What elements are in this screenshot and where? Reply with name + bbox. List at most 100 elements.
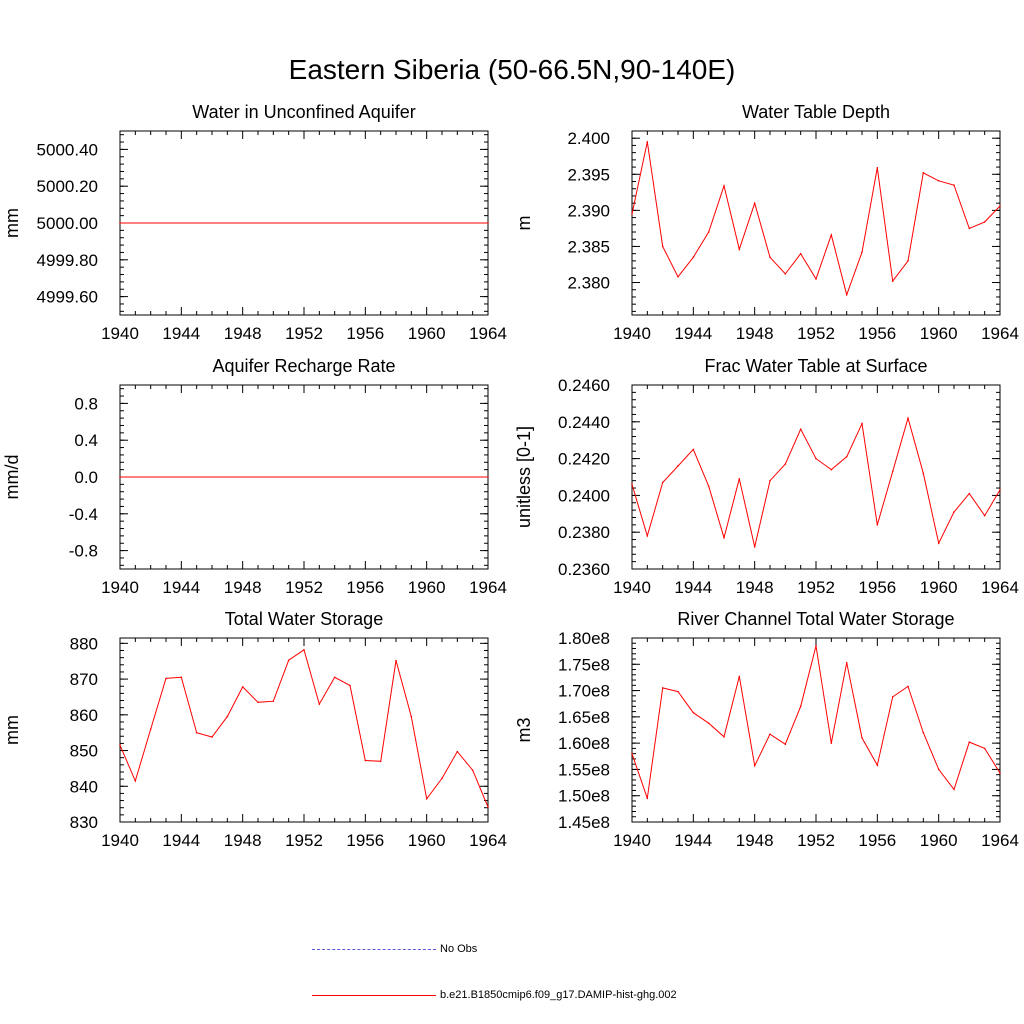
data-point	[677, 275, 679, 278]
x-tick-label: 1956	[858, 831, 896, 850]
x-tick-label: 1940	[101, 324, 139, 343]
y-tick-label: 0.4	[74, 431, 98, 450]
data-point	[165, 677, 167, 680]
data-point	[631, 213, 633, 215]
x-tick-label: 1956	[346, 578, 384, 597]
data-point	[983, 747, 986, 750]
y-tick-label: 1.65e8	[558, 708, 610, 727]
data-point	[953, 511, 955, 513]
y-tick-label: 5000.00	[37, 214, 98, 233]
y-tick-label: 1.45e8	[558, 813, 610, 832]
x-tick-label: 1956	[858, 324, 896, 343]
y-tick-label: 0.0	[74, 468, 98, 487]
y-tick-label: -0.8	[69, 542, 98, 561]
data-point	[692, 256, 695, 259]
data-point	[999, 772, 1001, 774]
x-tick-label: 1956	[346, 324, 384, 343]
chart-panel-5: Total Water Storage 1940 1944 1948 1952 1956 1…	[2, 609, 507, 850]
data-point	[425, 797, 428, 800]
data-point	[753, 764, 756, 767]
data-point	[830, 468, 833, 471]
panel-title: Water in Unconfined Aquifer	[192, 102, 415, 122]
data-point	[456, 750, 459, 753]
data-point	[119, 476, 121, 478]
y-axis-label: m3	[514, 717, 534, 742]
data-point	[349, 684, 351, 687]
chart-panel-2: Water Table Depth 1940 1944 1948 1952 1956 196…	[514, 102, 1019, 343]
data-point	[799, 252, 802, 255]
data-point	[937, 768, 940, 771]
x-tick-label: 1956	[858, 578, 896, 597]
data-point	[487, 222, 489, 224]
y-axis-label: m	[514, 216, 534, 231]
data-point	[769, 256, 771, 259]
data-point	[379, 760, 382, 763]
data-point	[272, 700, 275, 703]
x-tick-label: 1944	[674, 831, 712, 850]
y-tick-label: 1.80e8	[558, 629, 610, 648]
data-point	[769, 733, 771, 736]
plot-frame	[631, 384, 1001, 570]
y-tick-label: 830	[70, 813, 98, 832]
data-point	[907, 685, 909, 688]
data-point	[922, 172, 925, 174]
y-axis-label: mm	[2, 208, 22, 238]
data-point	[631, 752, 633, 755]
data-point	[769, 479, 771, 482]
y-tick-label: 1.70e8	[558, 682, 610, 701]
x-tick-label: 1944	[162, 324, 200, 343]
y-tick-label: 880	[70, 634, 98, 653]
data-point	[861, 737, 863, 739]
data-point	[876, 524, 879, 526]
x-tick-label: 1940	[101, 578, 139, 597]
y-tick-label: 1.50e8	[558, 787, 610, 806]
data-point	[876, 764, 879, 767]
series-line	[631, 416, 1001, 548]
x-tick-label: 1964	[981, 324, 1019, 343]
data-point	[661, 481, 664, 484]
y-tick-label: 1.75e8	[558, 655, 610, 674]
y-tick-label: -0.4	[69, 505, 98, 524]
data-point	[226, 715, 229, 718]
data-point	[287, 659, 290, 661]
data-point	[692, 711, 695, 714]
data-point	[241, 686, 244, 688]
y-tick-label: 2.380	[567, 274, 610, 293]
data-point	[815, 645, 817, 647]
main-title: Eastern Siberia (50-66.5N,90-140E)	[288, 54, 736, 85]
y-tick-label: 860	[70, 706, 98, 725]
data-point	[845, 661, 848, 664]
x-tick-label: 1964	[469, 578, 507, 597]
y-tick-label: 2.395	[567, 165, 610, 184]
data-point	[487, 476, 489, 478]
data-point	[707, 722, 710, 724]
y-tick-label: 4999.80	[37, 251, 98, 270]
data-point	[968, 227, 971, 230]
data-point	[861, 422, 863, 425]
data-point	[968, 492, 971, 495]
legend-obs: No Obs	[312, 943, 477, 955]
y-tick-label: 2.400	[567, 129, 610, 148]
data-point	[195, 731, 198, 734]
x-tick-label: 1952	[797, 578, 835, 597]
data-point	[677, 465, 679, 467]
data-point	[631, 483, 633, 486]
y-tick-label: 0.2380	[558, 523, 610, 542]
series-line	[631, 141, 1001, 297]
series-line	[631, 645, 1001, 799]
data-point	[441, 777, 443, 780]
data-point	[134, 780, 137, 782]
data-point	[784, 743, 787, 745]
data-point	[907, 260, 909, 262]
x-tick-label: 1940	[101, 831, 139, 850]
panel-title: Frac Water Table at Surface	[704, 356, 927, 376]
plot-frame	[631, 637, 1001, 823]
data-point	[211, 736, 213, 738]
y-tick-label: 840	[70, 777, 98, 796]
data-point	[723, 185, 725, 187]
data-point	[692, 448, 695, 451]
chart-panel-4: Frac Water Table at Surface 1940 1944 1948 1…	[514, 356, 1019, 597]
data-point	[999, 489, 1001, 491]
panel-title: River Channel Total Water Storage	[677, 609, 954, 629]
